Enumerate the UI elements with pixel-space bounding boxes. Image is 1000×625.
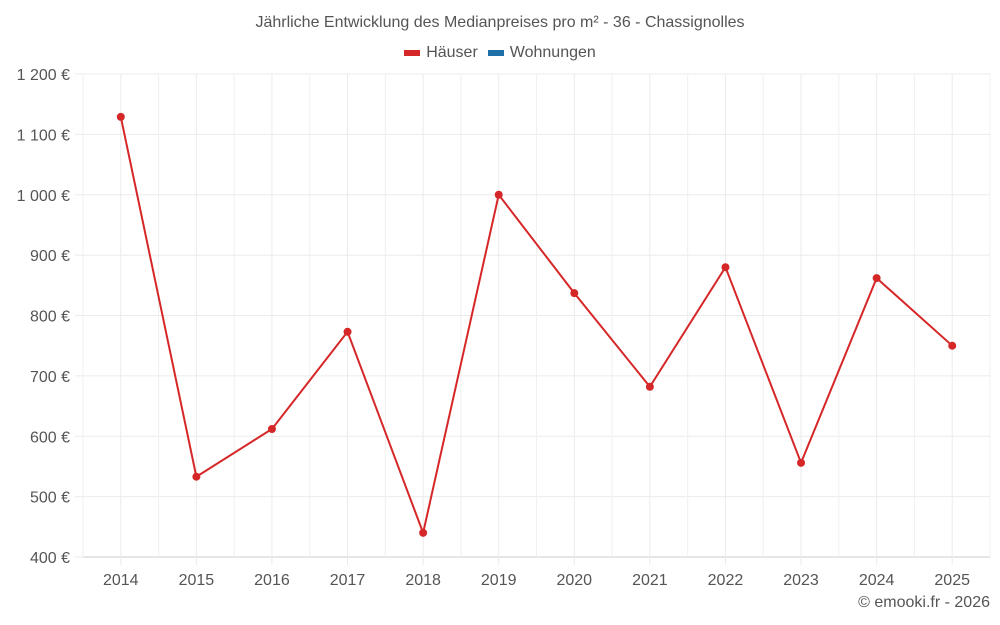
legend-label-wohnungen: Wohnungen [509, 44, 596, 61]
data-point[interactable] [116, 112, 125, 121]
y-tick-label: 1 000 € [17, 188, 70, 205]
y-tick-label: 500 € [30, 490, 70, 507]
data-point[interactable] [797, 458, 806, 467]
data-point[interactable] [192, 472, 201, 481]
legend-item-wohnungen[interactable]: Wohnungen [487, 44, 596, 62]
data-point[interactable] [721, 263, 730, 272]
data-point[interactable] [872, 274, 881, 283]
legend-swatch-haeuser [404, 50, 421, 56]
y-tick-label: 900 € [30, 248, 70, 265]
data-point[interactable] [267, 425, 276, 434]
data-point[interactable] [948, 341, 957, 350]
y-tick-label: 1 200 € [17, 67, 70, 84]
legend-label-haeuser: Häuser [426, 44, 478, 61]
legend-item-haeuser[interactable]: Häuser [404, 44, 478, 62]
x-tick-label: 2018 [405, 572, 441, 589]
data-point[interactable] [343, 327, 352, 336]
data-point[interactable] [570, 289, 579, 298]
x-tick-label: 2019 [481, 572, 517, 589]
x-tick-label: 2017 [330, 572, 366, 589]
x-tick-label: 2015 [179, 572, 215, 589]
credit-text: © emooki.fr - 2026 [858, 594, 990, 611]
x-tick-label: 2016 [254, 572, 290, 589]
x-tick-label: 2021 [632, 572, 668, 589]
x-tick-label: 2023 [783, 572, 819, 589]
series-haeuser [116, 112, 957, 537]
y-tick-label: 800 € [30, 309, 70, 326]
y-axis: 400 € 500 € 600 € 700 € 800 € 900 € 1 000 € 1 1… [17, 67, 70, 567]
y-tick-label: 600 € [30, 429, 70, 446]
data-point[interactable] [494, 190, 503, 199]
data-point[interactable] [419, 528, 428, 537]
grid [75, 73, 991, 565]
y-tick-label: 1 100 € [17, 127, 70, 144]
x-axis: 2014 2015 2016 2017 2018 2019 2020 2021 2022 2023… [103, 572, 970, 589]
y-tick-label: 400 € [30, 550, 70, 567]
legend: Häuser Wohnungen [0, 44, 1000, 62]
x-tick-label: 2014 [103, 572, 139, 589]
x-tick-label: 2020 [556, 572, 592, 589]
x-tick-label: 2025 [934, 572, 970, 589]
chart-title: Jährliche Entwicklung des Medianpreises … [255, 14, 745, 31]
data-point[interactable] [645, 382, 654, 391]
x-tick-label: 2024 [859, 572, 895, 589]
y-tick-label: 700 € [30, 369, 70, 386]
legend-swatch-wohnungen [487, 50, 504, 56]
x-tick-label: 2022 [708, 572, 744, 589]
